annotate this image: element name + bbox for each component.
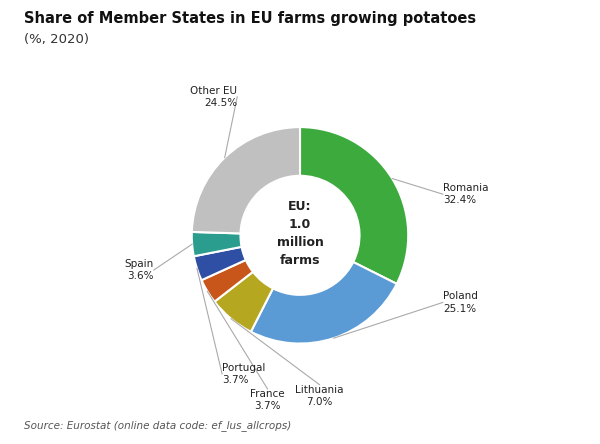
Wedge shape	[251, 262, 397, 344]
Text: Lithuania
7.0%: Lithuania 7.0%	[295, 385, 344, 407]
Text: EU:
1.0
million
farms: EU: 1.0 million farms	[277, 200, 323, 267]
Text: Share of Member States in EU farms growing potatoes: Share of Member States in EU farms growi…	[24, 11, 476, 26]
Wedge shape	[214, 272, 273, 332]
Text: Other EU
24.5%: Other EU 24.5%	[190, 86, 237, 108]
Text: France
3.7%: France 3.7%	[250, 389, 285, 412]
Text: Portugal
3.7%: Portugal 3.7%	[222, 363, 265, 385]
Text: Romania
32.4%: Romania 32.4%	[443, 183, 488, 206]
Text: (%, 2020): (%, 2020)	[24, 33, 89, 46]
Wedge shape	[300, 127, 408, 284]
Text: Source: Eurostat (online data code: ef_lus_allcrops): Source: Eurostat (online data code: ef_l…	[24, 420, 291, 431]
Wedge shape	[192, 232, 242, 256]
Text: Poland
25.1%: Poland 25.1%	[443, 291, 478, 313]
Wedge shape	[202, 260, 253, 301]
Text: Spain
3.6%: Spain 3.6%	[125, 259, 154, 281]
Wedge shape	[192, 127, 300, 234]
Wedge shape	[194, 247, 246, 280]
